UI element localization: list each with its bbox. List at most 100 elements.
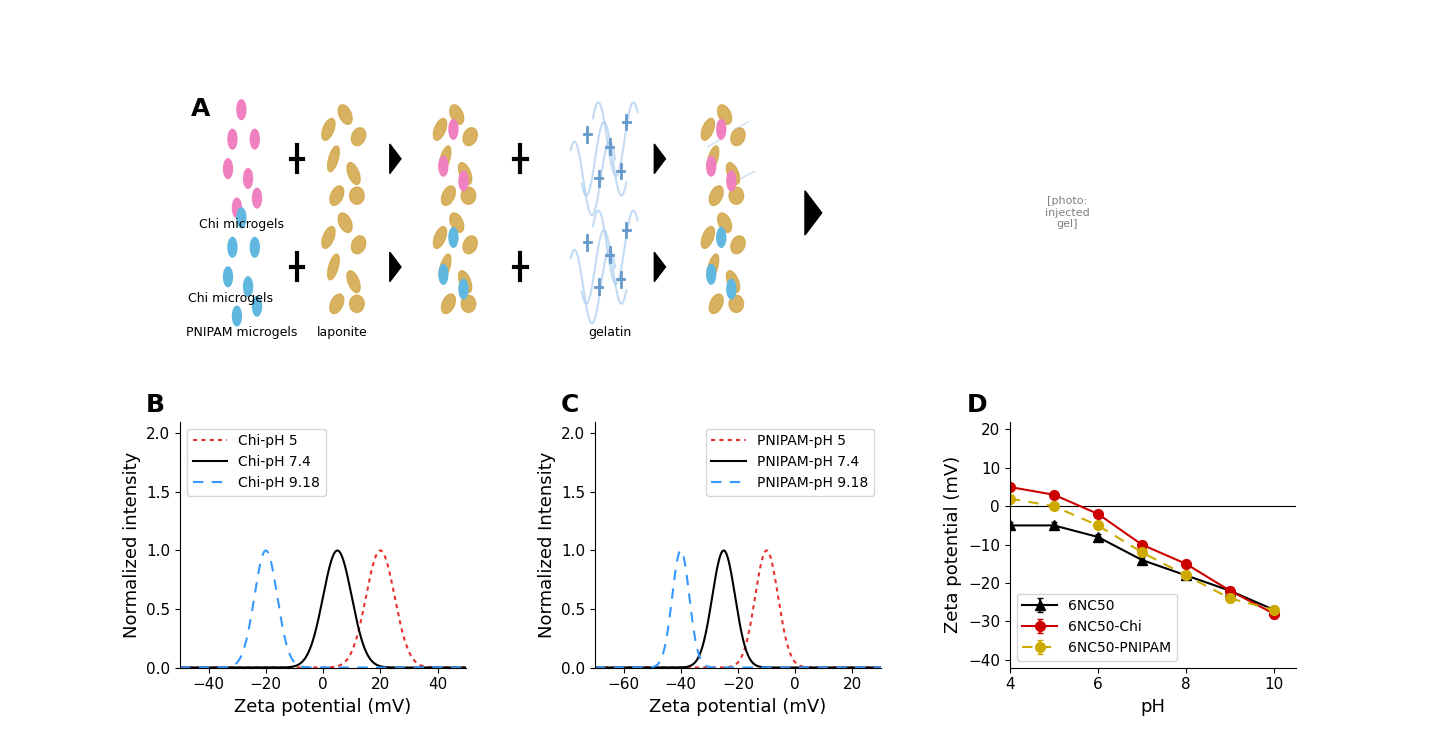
Line: Chi-pH 5: Chi-pH 5 <box>180 550 467 668</box>
Polygon shape <box>390 252 400 282</box>
Ellipse shape <box>338 105 353 125</box>
Ellipse shape <box>710 294 723 314</box>
PNIPAM-pH 7.4 <box>809 663 827 672</box>
Circle shape <box>707 265 716 284</box>
PNIPAM-pH 5 <box>757 546 775 555</box>
Legend: Chi-pH 5, Chi-pH 7.4, Chi-pH 9.18: Chi-pH 5, Chi-pH 7.4, Chi-pH 9.18 <box>187 429 325 496</box>
PNIPAM-pH 7.4 <box>783 663 801 672</box>
PNIPAM-pH 5 <box>783 652 801 662</box>
Ellipse shape <box>330 294 344 314</box>
PNIPAM-pH 9.18 <box>615 663 632 672</box>
Chi-pH 7.4 <box>328 546 346 555</box>
Ellipse shape <box>338 213 353 232</box>
Ellipse shape <box>350 296 364 313</box>
Ellipse shape <box>351 128 366 146</box>
Chi-pH 9.18 <box>171 663 189 672</box>
Circle shape <box>449 227 458 248</box>
Chi-pH 5 <box>458 663 475 672</box>
Ellipse shape <box>449 105 464 125</box>
Chi-pH 5 <box>287 663 304 672</box>
Ellipse shape <box>729 296 743 313</box>
Circle shape <box>238 208 246 227</box>
PNIPAM-pH 7.4 <box>716 546 733 555</box>
Ellipse shape <box>351 236 366 254</box>
Chi-pH 9.18 <box>200 663 217 672</box>
PNIPAM-pH 5 <box>615 663 632 672</box>
Chi-pH 7.4 <box>395 663 412 672</box>
Ellipse shape <box>726 271 740 292</box>
Ellipse shape <box>732 128 744 146</box>
Y-axis label: Normalized intensity: Normalized intensity <box>122 452 141 638</box>
Ellipse shape <box>439 146 451 172</box>
Text: Chi microgels: Chi microgels <box>199 217 284 231</box>
Chi-pH 9.18 <box>395 663 412 672</box>
Chi-pH 9.18 <box>458 663 475 672</box>
Circle shape <box>228 238 238 257</box>
PNIPAM-pH 5 <box>815 663 832 672</box>
Text: gelatin: gelatin <box>588 326 631 339</box>
Circle shape <box>232 198 242 217</box>
Chi-pH 9.18 <box>400 663 418 672</box>
PNIPAM-pH 7.4 <box>586 663 603 672</box>
Ellipse shape <box>449 213 464 232</box>
Ellipse shape <box>726 163 740 184</box>
Line: PNIPAM-pH 5: PNIPAM-pH 5 <box>595 550 881 668</box>
Ellipse shape <box>328 146 340 172</box>
Ellipse shape <box>717 105 732 125</box>
Polygon shape <box>654 144 665 173</box>
Circle shape <box>439 265 448 284</box>
PNIPAM-pH 9.18 <box>815 663 832 672</box>
Text: B: B <box>145 393 164 417</box>
Ellipse shape <box>464 236 477 254</box>
Circle shape <box>459 279 468 299</box>
Text: A: A <box>192 98 210 122</box>
Line: Chi-pH 9.18: Chi-pH 9.18 <box>180 550 467 668</box>
Ellipse shape <box>347 271 360 292</box>
PNIPAM-pH 9.18 <box>783 663 801 672</box>
Line: PNIPAM-pH 9.18: PNIPAM-pH 9.18 <box>595 550 881 668</box>
X-axis label: Zeta potential (mV): Zeta potential (mV) <box>235 698 412 715</box>
Circle shape <box>228 129 238 149</box>
PNIPAM-pH 9.18 <box>586 663 603 672</box>
Ellipse shape <box>350 187 364 204</box>
Chi-pH 9.18 <box>258 546 275 555</box>
Ellipse shape <box>433 118 446 140</box>
Circle shape <box>707 156 716 176</box>
Chi-pH 7.4 <box>298 652 315 662</box>
Ellipse shape <box>458 271 472 292</box>
Chi-pH 9.18 <box>369 663 386 672</box>
Ellipse shape <box>330 186 344 206</box>
Chi-pH 7.4 <box>200 663 217 672</box>
Circle shape <box>251 129 259 149</box>
Chi-pH 7.4 <box>171 663 189 672</box>
Ellipse shape <box>717 213 732 232</box>
Circle shape <box>251 238 259 257</box>
PNIPAM-pH 5 <box>809 663 827 672</box>
Ellipse shape <box>442 294 455 314</box>
Chi-pH 5 <box>372 546 389 555</box>
Ellipse shape <box>458 163 472 184</box>
Ellipse shape <box>347 163 360 184</box>
Ellipse shape <box>461 296 475 313</box>
Chi-pH 7.4 <box>287 662 304 670</box>
Circle shape <box>243 169 252 188</box>
PNIPAM-pH 7.4 <box>703 602 720 611</box>
Circle shape <box>252 188 262 208</box>
Circle shape <box>727 279 736 299</box>
Ellipse shape <box>433 226 446 248</box>
Ellipse shape <box>701 118 714 140</box>
Text: D: D <box>966 393 988 417</box>
Circle shape <box>717 119 726 140</box>
Text: C: C <box>560 393 579 417</box>
PNIPAM-pH 5 <box>713 663 730 672</box>
Chi-pH 9.18 <box>298 663 315 672</box>
Ellipse shape <box>729 187 743 204</box>
Ellipse shape <box>328 254 340 280</box>
Line: PNIPAM-pH 7.4: PNIPAM-pH 7.4 <box>595 550 881 668</box>
Ellipse shape <box>439 254 451 280</box>
PNIPAM-pH 7.4 <box>615 663 632 672</box>
Y-axis label: Normalized Intensity: Normalized Intensity <box>537 452 556 638</box>
Circle shape <box>238 100 246 119</box>
Ellipse shape <box>442 186 455 206</box>
Y-axis label: Zeta potential (mV): Zeta potential (mV) <box>945 456 962 633</box>
